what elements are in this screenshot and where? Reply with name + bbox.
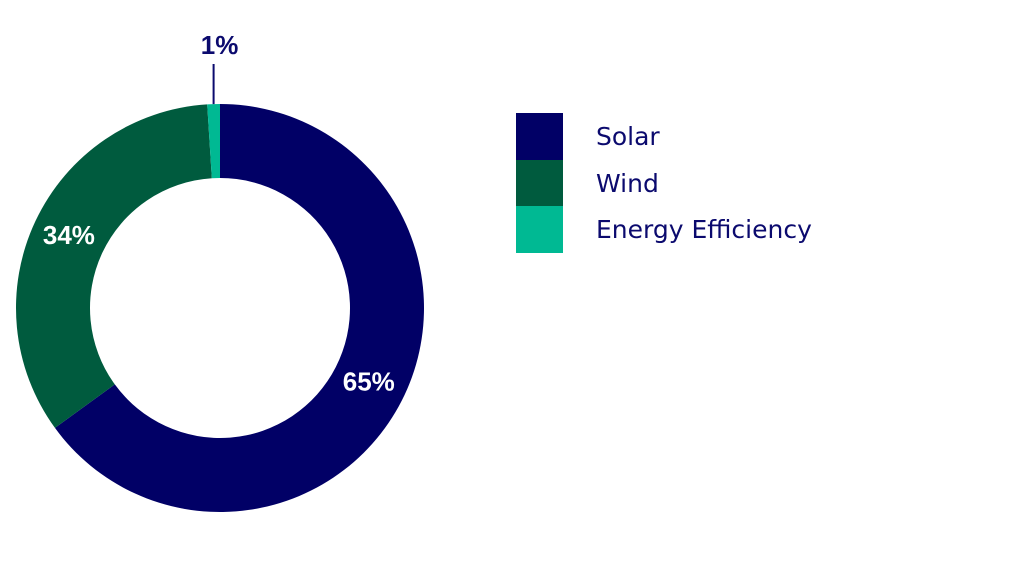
legend-swatch-wind — [516, 159, 563, 207]
legend-item-wind: Wind — [516, 159, 812, 207]
legend-label-wind: Wind — [596, 168, 659, 198]
data-label-solar: 65% — [343, 367, 395, 397]
data-label-wind: 34% — [43, 220, 95, 250]
legend-label-solar: Solar — [596, 121, 660, 151]
legend: Solar Wind Energy Efficiency — [516, 113, 812, 254]
legend-item-solar: Solar — [516, 113, 812, 160]
legend-item-energy-efficiency: Energy Efficiency — [516, 206, 812, 254]
legend-label-energy-efficiency: Energy Efficiency — [596, 215, 812, 245]
slice-wind — [15, 104, 212, 428]
donut-slices — [15, 104, 425, 513]
data-label-energy-efficiency: 1% — [201, 30, 239, 60]
legend-swatch-solar — [516, 113, 563, 160]
slice-energy-efficiency — [207, 104, 220, 179]
slice-solar — [54, 104, 425, 513]
donut-data-labels: 65% 34% 1% — [43, 30, 395, 397]
legend-swatch-energy-efficiency — [516, 206, 563, 254]
